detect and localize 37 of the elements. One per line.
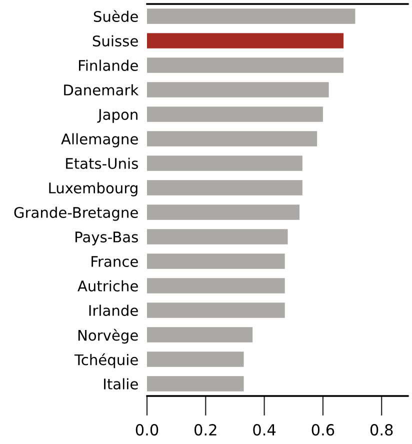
x-tick-label: 0.8: [370, 424, 393, 436]
y-tick-label: Suède: [94, 10, 138, 22]
y-tick-label: Irlande: [89, 304, 138, 316]
y-tick-label: Pays-Bas: [76, 232, 138, 246]
bar: [147, 352, 244, 367]
y-tick-label: Italie: [104, 378, 138, 390]
y-tick-label: Grande-Bretagne: [14, 206, 138, 221]
x-tick-label: 0.6: [312, 424, 334, 436]
y-tick-label: Norvège: [78, 328, 138, 344]
bar: [147, 58, 344, 73]
y-tick-label: France: [92, 256, 138, 267]
bar: [147, 229, 288, 244]
bar: [147, 106, 323, 122]
y-tick-label: Danemark: [64, 84, 139, 96]
bar: [147, 204, 300, 220]
bar: [147, 156, 302, 171]
x-tick-label: 0.0: [136, 424, 158, 436]
bar: [147, 8, 356, 24]
x-tick-label: 0.2: [194, 424, 216, 436]
bar: [147, 33, 344, 48]
bar: [147, 82, 329, 98]
y-tick-label: Allemagne: [61, 133, 138, 148]
bar: [147, 180, 302, 196]
bar: [147, 254, 285, 269]
bar: [147, 376, 244, 392]
y-tick-label: Autriche: [78, 280, 138, 292]
bar: [147, 302, 285, 318]
y-tick-label: Etats-Unis: [66, 158, 138, 169]
y-tick-label: Tchéquie: [74, 353, 138, 368]
y-tick-label: Finlande: [79, 60, 138, 71]
bar: [147, 131, 318, 146]
y-tick-label: Suisse: [92, 35, 138, 46]
x-tick-label: 0.4: [253, 424, 276, 436]
bar: [147, 278, 285, 294]
y-tick-label: Luxembourg: [49, 182, 138, 196]
y-tick-label: Japon: [97, 109, 138, 123]
bar: [147, 327, 253, 342]
